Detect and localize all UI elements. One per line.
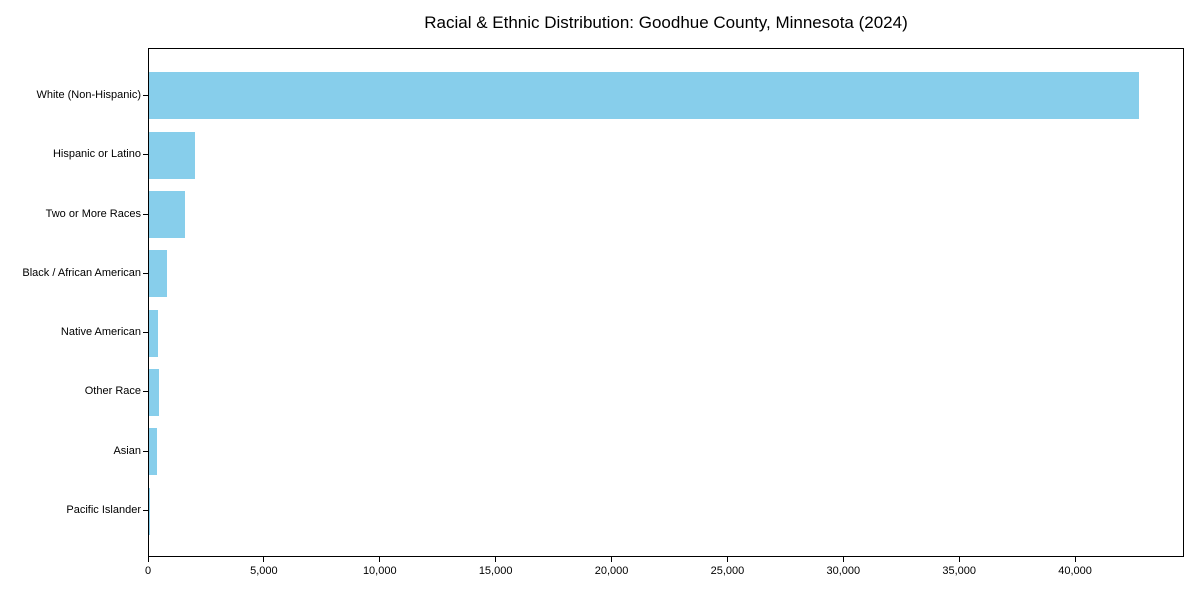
- y-tick-label-asian: Asian: [113, 444, 141, 457]
- bar-hispanic-or-latino: [149, 131, 196, 179]
- bar-native-american: [149, 309, 159, 357]
- x-tick-label-35000: 35,000: [942, 565, 976, 577]
- x-tick-label-30000: 30,000: [826, 565, 861, 577]
- x-tick-label-20000: 20,000: [594, 565, 629, 577]
- y-tick-mark: [143, 213, 148, 215]
- x-tick-label-10000: 10,000: [362, 565, 397, 577]
- x-tick-mark: [495, 557, 497, 562]
- y-tick-mark: [143, 391, 148, 393]
- x-tick-label-5000: 5,000: [250, 565, 278, 577]
- y-tick-mark: [143, 332, 148, 334]
- y-tick-label-hispanic-or-latino: Hispanic or Latino: [52, 148, 141, 161]
- y-tick-mark: [143, 510, 148, 512]
- x-tick-label-15000: 15,000: [478, 565, 513, 577]
- y-tick-mark: [143, 272, 148, 274]
- y-tick-label-other-race: Other Race: [84, 385, 141, 398]
- y-tick-label-native-american: Native American: [60, 326, 141, 339]
- y-tick-mark: [143, 450, 148, 452]
- bar-black-african-american: [149, 250, 167, 298]
- x-tick-mark: [263, 557, 265, 562]
- x-tick-mark: [611, 557, 613, 562]
- x-tick-label-25000: 25,000: [710, 565, 745, 577]
- x-tick-label-40000: 40,000: [1058, 565, 1092, 577]
- chart-title: Racial & Ethnic Distribution: Goodhue Co…: [424, 13, 908, 32]
- x-tick-mark: [147, 557, 149, 562]
- plot-area: [148, 48, 1184, 557]
- x-tick-mark: [379, 557, 381, 562]
- x-tick-mark: [726, 557, 728, 562]
- y-tick-label-two-or-more-races: Two or More Races: [45, 207, 141, 220]
- bar-asian: [149, 428, 158, 476]
- y-tick-label-pacific-islander: Pacific Islander: [66, 504, 141, 517]
- y-tick-mark: [143, 94, 148, 96]
- x-tick-mark: [958, 557, 960, 562]
- y-tick-label-white-non-hispanic: White (Non-Hispanic): [36, 88, 141, 101]
- y-tick-mark: [143, 154, 148, 156]
- bar-two-or-more-races: [149, 191, 186, 238]
- y-tick-label-black-african-american: Black / African American: [22, 266, 141, 279]
- bar-other-race: [149, 368, 159, 416]
- x-tick-mark: [1074, 557, 1076, 562]
- x-tick-label-0: 0: [144, 565, 152, 577]
- x-tick-mark: [842, 557, 844, 562]
- bar-white-non-hispanic: [149, 72, 1139, 120]
